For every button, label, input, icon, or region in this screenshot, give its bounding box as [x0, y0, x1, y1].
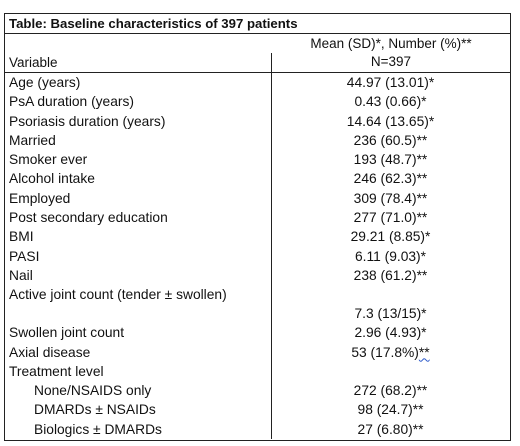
table-row: Active joint count (tender ± swollen) 7.… — [5, 285, 510, 323]
column-divider — [271, 53, 272, 72]
row-label: Swollen joint count — [9, 325, 125, 341]
table-header: Mean (SD)*, Number (%)** N=397 Variable — [5, 34, 510, 73]
row-value: 238 (61.2)** — [353, 267, 428, 283]
row-label: Nail — [9, 267, 33, 283]
row-label: None/NSAIDS only — [34, 383, 152, 399]
row-value-main: 53 (17.8%) — [351, 344, 419, 360]
row-value: 29.21 (8.85)* — [350, 229, 431, 245]
variable-header: Variable — [9, 55, 58, 70]
row-value: 272 (68.2)** — [353, 383, 428, 399]
row-label: Axial disease — [9, 344, 91, 360]
table-row: Alcohol intake 246 (62.3)** — [5, 169, 510, 188]
table-row: PASI 6.11 (9.03)* — [5, 247, 510, 266]
row-label: Psoriasis duration (years) — [9, 113, 166, 129]
table-row: Employed 309 (78.4)** — [5, 189, 510, 208]
table-row: Swollen joint count 2.96 (4.93)* — [5, 323, 510, 342]
baseline-table: Table: Baseline characteristics of 397 p… — [4, 13, 511, 441]
row-value: 277 (71.0)** — [353, 210, 428, 226]
table-row: BMI 29.21 (8.85)* — [5, 227, 510, 246]
row-label: Active joint count (tender ± swollen) — [9, 287, 227, 303]
row-value: 2.96 (4.93)* — [354, 325, 427, 341]
row-value: 44.97 (13.01)* — [346, 75, 435, 90]
table-row: Biologics ± DMARDs 27 (6.80)** — [5, 420, 510, 439]
row-value: 6.11 (9.03)* — [354, 248, 427, 264]
row-label: Smoker ever — [9, 152, 88, 168]
table-title: Table: Baseline characteristics of 397 p… — [5, 14, 510, 34]
table-row: Treatment level — [5, 362, 510, 381]
row-label: Employed — [9, 190, 71, 206]
table-row: None/NSAIDS only 272 (68.2)** — [5, 381, 510, 400]
row-value: 0.43 (0.66)* — [354, 94, 427, 110]
row-label: Biologics ± DMARDs — [34, 421, 162, 437]
row-value: 98 (24.7)** — [357, 402, 424, 418]
column-divider — [271, 73, 272, 440]
row-value: 27 (6.80)** — [357, 421, 424, 437]
stat-header-label: Mean (SD)*, Number (%)** — [310, 36, 472, 51]
table-row: Nail 238 (61.2)** — [5, 266, 510, 285]
table-row: Post secondary education 277 (71.0)** — [5, 208, 510, 227]
stat-header: Mean (SD)*, Number (%)** N=397 — [272, 35, 510, 71]
row-value: 309 (78.4)** — [353, 190, 428, 206]
row-value: 246 (62.3)** — [353, 171, 428, 187]
table-row: Smoker ever 193 (48.7)** — [5, 150, 510, 169]
row-value: 236 (60.5)** — [353, 132, 428, 148]
row-label: DMARDs ± NSAIDs — [34, 402, 156, 418]
row-label: Post secondary education — [9, 210, 168, 226]
table-row: Age (years) 44.97 (13.01)* — [5, 73, 510, 92]
n-header-label: N=397 — [370, 54, 412, 69]
table-row: Axial disease 53 (17.8%)** — [5, 343, 510, 362]
row-value: 14.64 (13.65)* — [346, 113, 435, 129]
row-value: 7.3 (13/15)* — [354, 306, 427, 322]
table-row: Psoriasis duration (years) 14.64 (13.65)… — [5, 112, 510, 131]
row-label: PASI — [9, 248, 40, 264]
table-row: Married 236 (60.5)** — [5, 131, 510, 150]
row-label: BMI — [9, 229, 34, 245]
row-label: Alcohol intake — [9, 171, 95, 187]
table-row: PsA duration (years) 0.43 (0.66)* — [5, 92, 510, 111]
row-label: Treatment level — [9, 363, 104, 379]
row-value — [271, 362, 510, 381]
table-row: DMARDs ± NSAIDs 98 (24.7)** — [5, 400, 510, 419]
table-body: Age (years) 44.97 (13.01)* PsA duration … — [5, 73, 510, 440]
row-label: Married — [9, 132, 56, 148]
row-value-suffix: ** — [418, 344, 430, 360]
row-value: 193 (48.7)** — [353, 152, 428, 168]
row-label: PsA duration (years) — [9, 94, 134, 110]
row-value: 53 (17.8%)** — [271, 343, 510, 362]
row-label: Age (years) — [9, 75, 81, 90]
